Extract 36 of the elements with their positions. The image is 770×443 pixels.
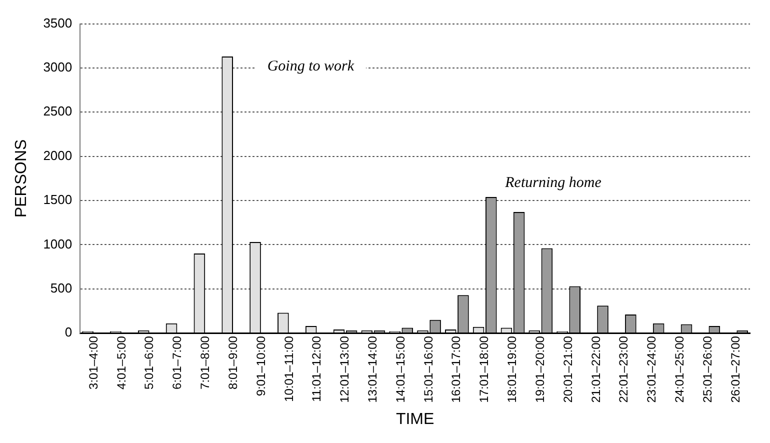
x-tick-label: 9:01–10:00 — [254, 336, 268, 396]
y-tick-label: 0 — [64, 324, 72, 340]
x-tick-label: 18:01–19:00 — [505, 336, 520, 403]
x-tick-label: 12:01–13:00 — [338, 336, 352, 403]
x-tick-label: 17:01–18:00 — [477, 336, 492, 403]
x-axis-title: TIME — [396, 410, 434, 428]
y-tick-label: 3000 — [43, 60, 72, 75]
x-tick-label: 3:01–4:00 — [86, 336, 100, 390]
x-tick-label: 6:01–7:00 — [170, 336, 184, 390]
x-tick-label: 21:01–22:00 — [588, 336, 603, 403]
x-tick-label: 24:01–25:00 — [672, 336, 687, 403]
x-tick-label: 19:01–20:00 — [532, 336, 547, 403]
series-label: Returning home — [504, 174, 602, 191]
y-tick-label: 3500 — [43, 15, 72, 30]
x-tick-label: 7:01–8:00 — [198, 336, 212, 390]
x-tick-label: 22:01–23:00 — [616, 336, 631, 403]
y-tick-label: 1000 — [43, 236, 72, 252]
x-tick-label: 23:01–24:00 — [644, 336, 659, 403]
y-tick-label: 2500 — [43, 104, 72, 119]
x-tick-label: 8:01–9:00 — [226, 336, 240, 390]
y-tick-label: 1500 — [43, 192, 72, 208]
x-tick-label: 15:01–16:00 — [421, 336, 436, 403]
x-tick-label: 11:01–12:00 — [310, 336, 324, 402]
x-tick-label: 5:01–6:00 — [142, 336, 156, 390]
x-tick-label: 4:01–5:00 — [114, 336, 128, 390]
x-tick-label: 20:01–21:00 — [560, 336, 575, 403]
x-tick-label: 25:01–26:00 — [700, 336, 714, 403]
x-tick-label: 13:01–14:00 — [366, 336, 380, 403]
x-tick-label: 16:01–17:00 — [449, 336, 464, 403]
x-tick-label: 26:01–27:00 — [728, 336, 742, 403]
y-tick-label: 2000 — [43, 148, 72, 163]
y-axis-title: PERSONS — [13, 139, 30, 218]
text: Going to work — [267, 58, 354, 74]
y-tick-label: 500 — [50, 280, 72, 296]
x-tick-label: 10:01–11:00 — [282, 336, 296, 402]
x-tick-label: 14:01–15:00 — [393, 336, 408, 403]
